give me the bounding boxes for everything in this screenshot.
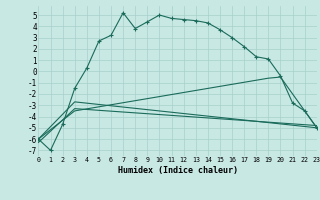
X-axis label: Humidex (Indice chaleur): Humidex (Indice chaleur)	[118, 166, 238, 175]
